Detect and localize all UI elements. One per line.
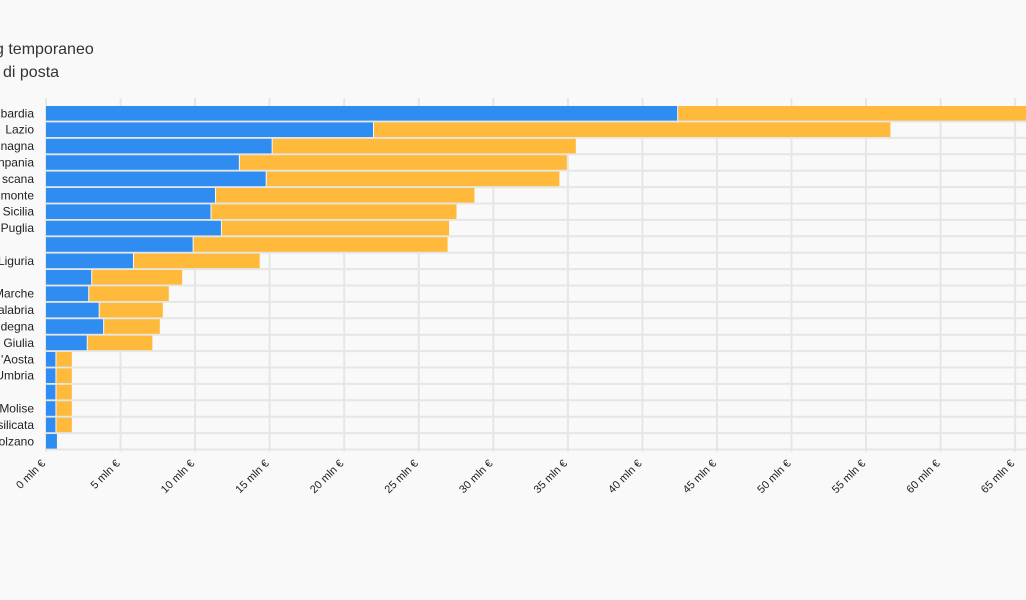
bar-series-b: [92, 270, 183, 285]
bar-series-b: [56, 368, 72, 383]
category-label: bardia: [1, 106, 35, 120]
x-axis-ticks: 0 mln € 5 mln € 10 mln € 15 mln € 20 mln € 25…: [14, 458, 1017, 496]
category-label: degna: [1, 320, 35, 334]
category-label: Umbria: [0, 369, 34, 383]
category-label: Sicilia: [3, 205, 35, 219]
bar-series-b: [374, 122, 891, 137]
bar-series-b: [87, 335, 153, 351]
bar-series-a: [46, 417, 56, 433]
x-tick-label: 30 mln €: [457, 458, 495, 496]
bar-series-a: [46, 286, 89, 301]
bar-series-a: [46, 188, 215, 203]
bar-series-b: [215, 188, 475, 203]
bar-series-b: [56, 401, 72, 416]
x-tick-label: 45 mln €: [681, 458, 719, 496]
bar-series-b: [221, 220, 450, 236]
legend: g temporaneo i di posta: [0, 41, 94, 81]
bar-series-b: [678, 106, 1026, 121]
bar-series-a: [46, 401, 56, 416]
x-tick-label: 0 mln €: [14, 458, 48, 492]
category-label: olzano: [0, 434, 34, 448]
category-label: nagna: [1, 139, 35, 153]
bar-series-a: [46, 302, 99, 318]
bar-series-b: [56, 352, 72, 367]
bar-series-b: [89, 286, 169, 301]
bars: [46, 106, 1026, 449]
bar-series-b: [239, 155, 567, 170]
x-tick-label: 35 mln €: [532, 458, 570, 496]
bar-series-a: [46, 434, 57, 449]
category-label: 'Aosta: [1, 352, 34, 366]
bar-series-b: [56, 417, 72, 433]
category-label: Marche: [0, 287, 34, 301]
bar-series-a: [46, 319, 104, 334]
x-tick-label: 50 mln €: [755, 458, 793, 496]
x-tick-label: 65 mln €: [979, 458, 1017, 496]
legend-label-series-b: g temporaneo: [0, 41, 94, 58]
bar-series-a: [46, 155, 239, 170]
bar-series-b: [104, 319, 160, 334]
category-label: Molise: [0, 402, 34, 416]
category-label: Giulia: [3, 336, 34, 350]
bar-series-a: [46, 352, 56, 367]
category-labels: bardia Lazio nagna npania scana monte Sicilia P…: [0, 106, 34, 448]
bar-series-b: [99, 302, 163, 318]
x-tick-label: 60 mln €: [904, 458, 942, 496]
x-tick-label: 25 mln €: [383, 458, 421, 496]
bar-series-a: [46, 237, 193, 252]
bar-series-b: [266, 171, 560, 187]
bar-series-a: [46, 122, 374, 137]
bar-series-b: [272, 138, 576, 154]
bar-series-a: [46, 204, 211, 219]
bar-series-a: [46, 335, 87, 351]
legend-label-series-a: i di posta: [0, 64, 59, 81]
category-label: monte: [1, 188, 35, 202]
category-label: Lazio: [5, 123, 34, 137]
x-tick-label: 55 mln €: [830, 458, 868, 496]
bar-series-a: [46, 253, 133, 269]
bar-series-a: [46, 270, 92, 285]
bar-series-a: [46, 220, 221, 236]
x-tick-label: 15 mln €: [233, 458, 271, 496]
category-label: alabria: [0, 303, 34, 317]
bar-series-a: [46, 106, 678, 121]
bar-series-b: [133, 253, 260, 269]
category-label: scana: [2, 172, 34, 186]
category-label: Puglia: [1, 221, 35, 235]
category-label: silicata: [0, 418, 34, 432]
bar-series-a: [46, 368, 56, 383]
bar-series-b: [56, 384, 72, 400]
x-tick-label: 40 mln €: [606, 458, 644, 496]
bar-series-a: [46, 138, 272, 154]
category-label: npania: [0, 156, 34, 170]
bar-series-b: [211, 204, 457, 219]
x-tick-label: 20 mln €: [308, 458, 346, 496]
category-label: Liguria: [0, 254, 34, 268]
x-tick-label: 10 mln €: [159, 458, 197, 496]
bar-series-b: [193, 237, 448, 252]
bar-series-a: [46, 171, 266, 187]
bar-series-a: [46, 384, 56, 400]
x-tick-label: 5 mln €: [89, 458, 123, 492]
